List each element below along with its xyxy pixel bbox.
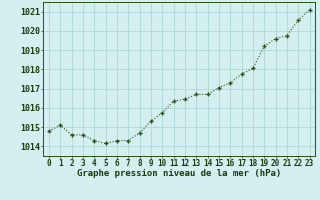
- X-axis label: Graphe pression niveau de la mer (hPa): Graphe pression niveau de la mer (hPa): [77, 169, 281, 178]
